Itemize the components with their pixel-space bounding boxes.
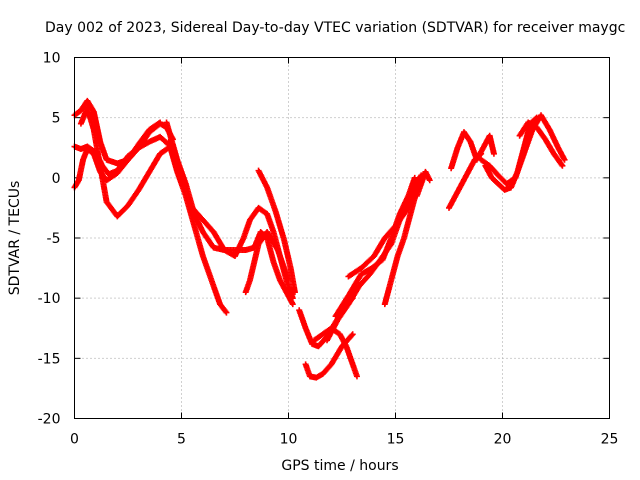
data-points [71, 97, 568, 381]
data-point [411, 174, 418, 181]
data-point [157, 119, 164, 126]
x-tick-label: 20 [494, 432, 512, 448]
data-point [155, 120, 162, 127]
grid [74, 57, 610, 419]
data-point [289, 301, 296, 308]
data-point [291, 289, 298, 296]
x-tick-label: 25 [601, 432, 619, 448]
x-tick-label: 5 [177, 432, 186, 448]
series-track-16 [381, 186, 420, 308]
axis-tick-labels: 0 5 10 15 20 25 -20 -15 -10 -5 0 5 10 [38, 51, 619, 448]
series-track-19 [448, 129, 497, 172]
data-point [559, 162, 566, 169]
y-tick-label: 5 [52, 111, 61, 127]
y-tick-label: -10 [38, 291, 61, 307]
data-point [348, 332, 355, 339]
x-tick-label: 15 [387, 432, 405, 448]
series-track-3 [71, 119, 164, 191]
y-tick-label: 0 [52, 171, 61, 187]
series-track-17 [413, 168, 433, 199]
series-track-8 [242, 228, 292, 296]
x-tick-label: 10 [280, 432, 298, 448]
y-tick-label: -5 [47, 231, 61, 247]
data-point [426, 177, 433, 184]
data-point [349, 331, 356, 338]
data-point [289, 295, 296, 302]
plot-frame [74, 57, 610, 419]
x-axis-label: GPS time / hours [281, 458, 398, 474]
data-point [353, 373, 360, 380]
data-point [561, 156, 568, 163]
data-point [223, 309, 230, 316]
series-track-9 [255, 167, 298, 296]
y-tick-label: -20 [38, 412, 61, 428]
y-tick-label: 10 [43, 51, 61, 67]
x-tick-label: 0 [70, 432, 79, 448]
y-tick-label: -15 [38, 351, 61, 367]
chart-title: Day 002 of 2023, Sidereal Day-to-day VTE… [45, 20, 625, 36]
data-point [490, 150, 497, 157]
series-track-14 [332, 174, 418, 320]
series-track-22 [516, 119, 566, 169]
series-track-6 [163, 119, 296, 308]
y-axis-label: SDTVAR / TECUs [7, 181, 23, 296]
